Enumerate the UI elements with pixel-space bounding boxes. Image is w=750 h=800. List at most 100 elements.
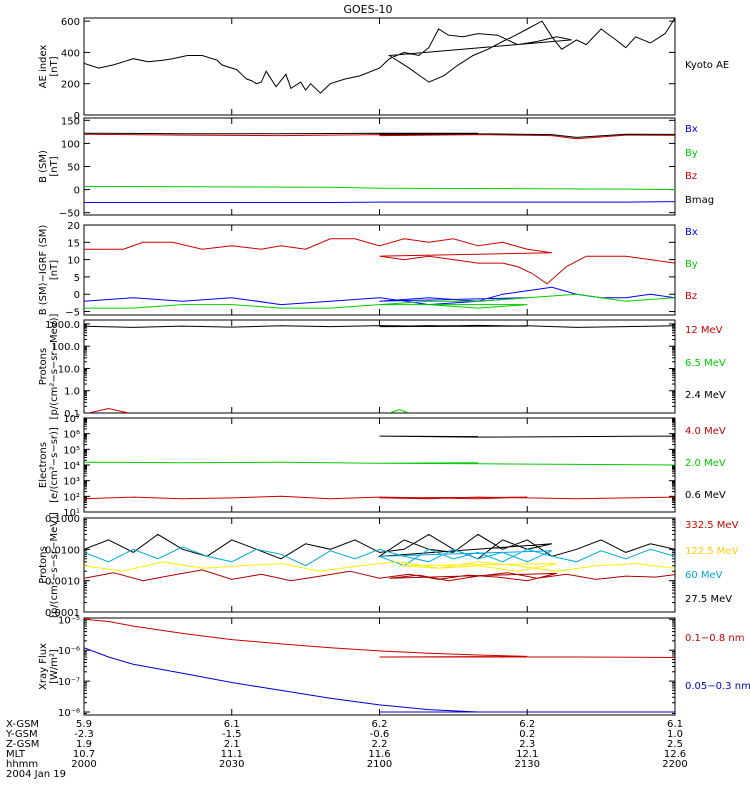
x-axis-row-value: 1.9 [76,739,92,750]
series-label: Bz [685,291,697,302]
series-line-0-05-0-3-nm [84,647,675,713]
x-axis-date: 2004 Jan 19 [6,769,66,780]
panel-frame [83,617,676,716]
y-tick-label: 10⁵ [63,445,80,456]
series-line-kyoto-ae [84,18,675,94]
y-axis-label: B (SM) [38,150,49,183]
y-tick-label: 0.0010 [45,577,80,588]
panel-5: 10¹ 10² 10³ 10⁴ 10⁵ 10⁶ 10⁷ Electrons [e/(cm²−s−… [38,414,726,519]
y-tick-label: 0.1 [64,409,80,420]
y-axis-label: [nT] [49,260,60,280]
y-tick-label: 100 [61,139,80,150]
series-line-by [84,293,675,309]
series-group [84,18,675,94]
x-axis-row-name: MLT [6,749,26,760]
panel-frame [83,319,676,414]
panel-1: 0 200 400 600 AE index [nT] Kyoto AE [38,17,729,122]
y-tick-label: 10² [63,492,80,503]
x-axis-row-value: 11.1 [221,749,243,760]
x-axis-row-value: 6.2 [372,719,388,730]
y-tick-label: 10.0 [58,364,80,375]
y-tick-label: 20 [67,221,80,232]
series-line-2-0-mev [84,461,675,466]
x-axis-row-value: 2.1 [224,739,240,750]
y-tick-label: 1000.0 [45,320,80,331]
x-axis-row-value: 2.5 [667,739,683,750]
series-group [84,618,675,713]
x-axis-row-value: 5.9 [76,719,92,730]
series-label: Bx [685,227,698,238]
y-tick-label: 100.0 [51,342,80,353]
series-label: 2.0 MeV [685,458,726,469]
x-axis-row-value: 1.0 [667,729,683,740]
y-axis-label: [p/(cm²−s−sr−MeV)] [49,512,60,618]
y-tick-label: −50 [59,209,80,220]
y-tick-label: 10¹ [63,508,80,519]
series-label: 0.6 MeV [685,490,726,501]
y-axis-label: [e/(cm²−s−sr)] [49,427,60,503]
series-line-12-mev [88,407,129,413]
series-group [84,324,675,413]
series-line-0-6-mev [379,435,675,438]
y-tick-label: −5 [65,308,80,319]
y-tick-label: 0.0001 [45,608,80,619]
panel-2: −50 0 50 100 150 B (SM) [nT] Bx By Bz Bmag [38,116,714,220]
series-label: Bmag [685,195,714,206]
series-label: 0.1−0.8 nm [685,633,744,644]
x-axis-row-value: 2.2 [372,739,388,750]
y-tick-label: 15 [67,238,80,249]
series-line-2-4-mev [84,324,675,328]
series-label: Bz [685,171,697,182]
chart-title: GOES-10 [343,3,392,16]
x-axis-row-value: 2.3 [519,739,535,750]
series-label: 122.5 MeV [685,546,739,557]
x-axis-row-name: X-GSM [6,719,39,730]
y-tick-label: 10⁻⁵ [58,615,80,626]
x-axis-row-value: 0.2 [519,729,535,740]
x-axis-row-value: 6.1 [224,719,240,730]
y-axis-label: Xray Flux [38,643,49,690]
series-label: 4.0 MeV [685,426,726,437]
x-axis-row-value: 11.6 [368,749,390,760]
y-tick-label: 5 [74,273,80,284]
panel-7: 10⁻⁸ 10⁻⁷ 10⁻⁶ 10⁻⁵ Xray Flux [W/m²] 0.1−0.8 n… [38,615,750,719]
series-group [84,132,675,203]
panel-frame [83,224,676,316]
series-line-332-5-mev [84,569,675,582]
x-axis-row-value: 12.1 [516,749,538,760]
y-axis-label: Protons [38,546,49,583]
y-tick-label: 10⁻⁶ [58,646,80,657]
series-group [84,435,675,500]
series-label: 27.5 MeV [685,594,732,605]
series-label: Bx [685,124,698,135]
series-line-bx [84,201,675,203]
y-tick-label: 0 [74,186,80,197]
series-line-by [84,185,675,191]
series-group [84,238,675,309]
x-axis-row-value: 12.6 [664,749,686,760]
panel-frame [83,117,676,216]
series-label: 332.5 MeV [685,520,739,531]
y-axis-label: [W/m²] [49,649,60,684]
series-line-bz [84,133,675,140]
series-label: 60 MeV [685,570,723,581]
y-tick-label: 600 [61,17,80,28]
series-label: 2.4 MeV [685,390,726,401]
y-tick-label: 10⁶ [63,430,80,441]
y-tick-label: 1.0 [64,387,80,398]
series-label: 6.5 MeV [685,358,726,369]
y-axis-label: [nT] [49,156,60,176]
series-line-bmag [84,132,675,138]
series-label: Kyoto AE [685,60,729,71]
x-axis-row-value: 2130 [515,759,540,770]
series-label: 0.05−0.3 nm [685,681,750,692]
y-tick-label: 10 [67,256,80,267]
y-axis-label: AE index [38,45,49,89]
y-tick-label: 0.1000 [45,514,80,525]
x-axis-annotation: X-GSM 5.9 6.1 6.2 6.2 6.1 Y-GSM -2.3 -1.5 -0.6 0.2… [5,719,688,780]
panel-4: 0.1 1.0 10.0 100.0 1000.0 Protons [p/(cm²−s−sr… [38,313,726,420]
y-tick-label: 10³ [63,477,80,488]
x-axis-row-value: 6.2 [519,719,535,730]
